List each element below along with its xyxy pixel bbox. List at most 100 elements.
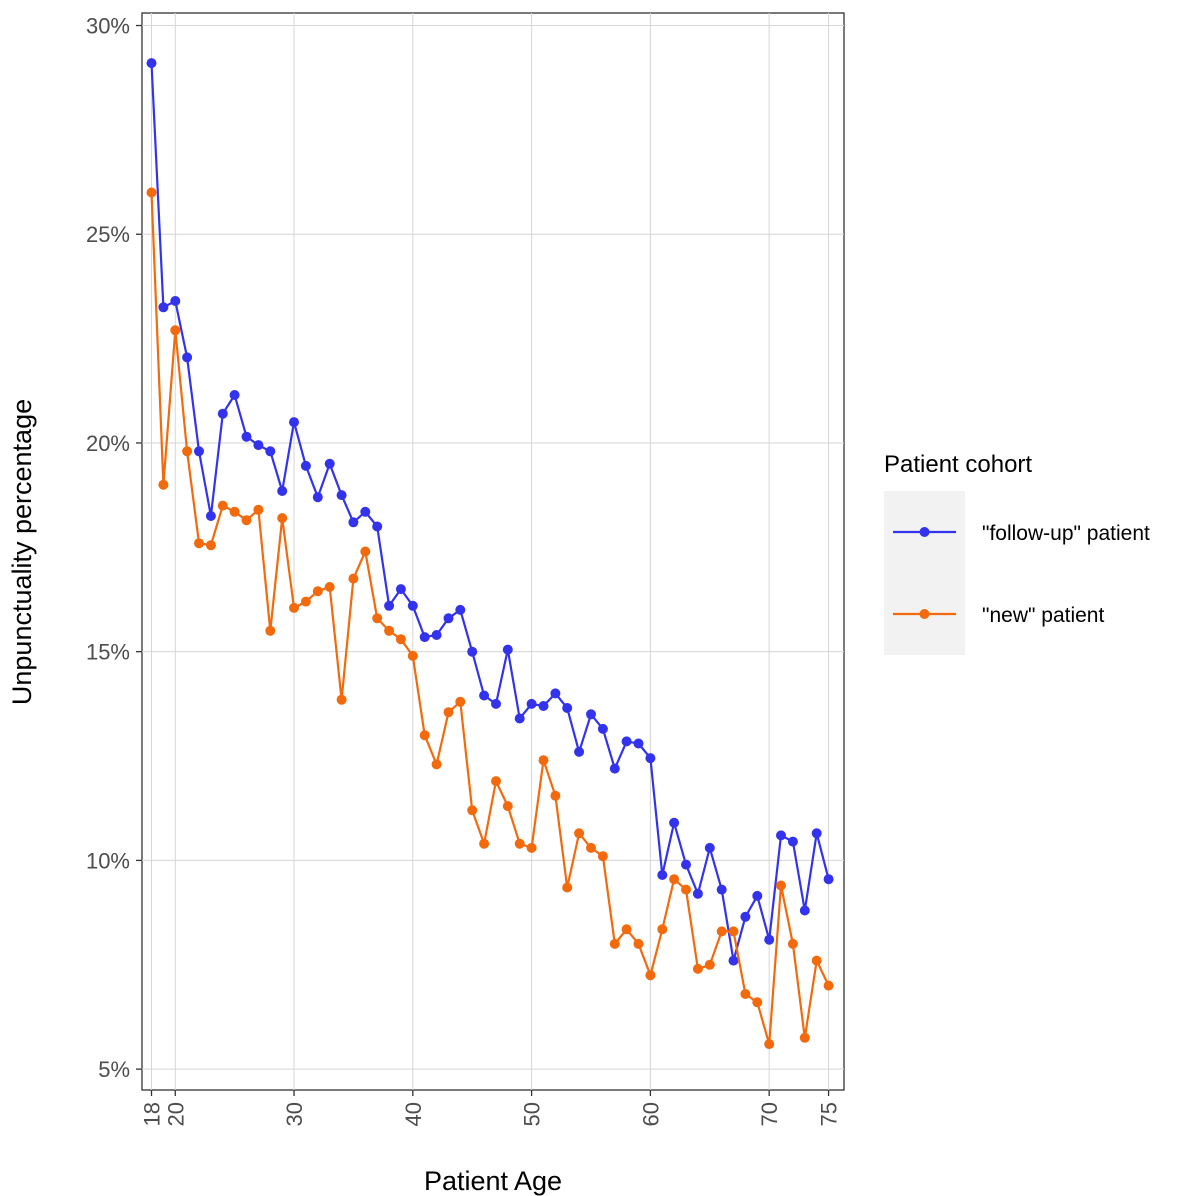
data-point-series-0 [764,934,775,945]
y-tick-label: 15% [86,640,130,665]
data-point-series-0 [182,352,193,363]
data-point-series-0 [502,644,513,655]
data-point-series-1 [158,479,169,490]
data-point-series-0 [514,713,525,724]
data-point-series-0 [324,458,335,469]
data-point-series-1 [419,730,430,741]
data-point-series-1 [384,625,395,636]
data-point-series-0 [597,723,608,734]
data-point-series-0 [692,888,703,899]
data-point-series-1 [538,755,549,766]
data-point-series-0 [740,911,751,922]
data-point-series-1 [170,325,181,336]
data-point-series-0 [562,703,573,713]
data-point-series-1 [728,926,739,937]
data-point-series-0 [419,632,430,643]
data-point-series-1 [669,874,680,885]
data-point-series-1 [360,546,371,557]
grid-lines [142,13,844,1090]
data-point-series-1 [324,582,335,592]
legend-key-point-0 [919,527,930,537]
data-point-series-0 [336,490,347,501]
x-tick-label: 75 [817,1102,842,1126]
data-point-series-1 [443,707,454,718]
data-point-series-0 [586,709,596,720]
data-point-series-1 [431,759,442,770]
data-point-series-1 [348,573,359,584]
data-point-series-0 [728,955,739,966]
data-point-series-0 [550,688,561,699]
data-point-series-1 [562,882,573,893]
data-point-series-1 [704,959,715,970]
data-point-series-1 [526,842,537,853]
data-point-series-1 [764,1039,775,1050]
data-point-series-0 [799,905,810,916]
data-point-series-1 [716,926,727,937]
data-point-series-1 [681,884,691,895]
data-point-series-0 [752,890,763,901]
legend-key-background [884,491,965,655]
data-point-series-0 [277,486,288,496]
legend-key-point-1 [919,609,930,619]
data-point-series-0 [407,600,418,611]
data-point-series-1 [799,1032,810,1043]
y-tick-label: 30% [86,14,130,39]
data-point-series-1 [312,586,323,597]
data-point-series-0 [621,736,632,747]
data-point-series-1 [597,851,608,862]
legend-label-new: "new" patient [982,604,1104,627]
data-point-series-0 [443,613,454,624]
x-axis-title: Patient Age [424,1166,562,1196]
data-point-series-0 [395,584,406,595]
data-point-series-1 [217,500,228,511]
x-tick-label: 30 [282,1102,307,1126]
data-point-series-1 [289,602,299,613]
data-point-series-0 [241,431,252,442]
data-point-series-0 [657,870,668,880]
data-point-series-1 [395,634,406,645]
data-point-series-0 [205,511,216,521]
data-point-series-1 [205,540,216,551]
data-point-series-0 [372,521,383,532]
data-point-series-1 [467,805,478,816]
data-point-series-0 [312,492,323,503]
data-point-series-1 [265,625,276,636]
data-point-series-0 [681,859,691,870]
data-point-series-1 [491,776,501,787]
data-point-series-1 [146,187,157,198]
data-point-series-0 [716,884,727,895]
legend-title: Patient cohort [884,451,1032,478]
data-point-series-1 [574,828,585,839]
data-point-series-0 [170,296,181,306]
plot-panel [141,12,845,1091]
data-point-series-1 [657,924,668,935]
data-point-series-0 [609,763,620,774]
data-point-series-0 [217,408,228,419]
data-point-series-0 [265,446,276,457]
data-point-series-0 [194,446,204,457]
data-point-series-0 [348,517,359,528]
data-point-series-1 [407,650,418,661]
data-point-series-0 [574,746,585,757]
data-point-series-1 [752,997,763,1008]
data-point-series-0 [645,753,656,764]
data-point-series-0 [229,390,240,400]
data-point-series-0 [431,630,442,640]
x-tick-label: 18 [140,1102,165,1126]
data-point-series-0 [158,302,169,313]
data-point-series-0 [491,698,501,709]
data-point-series-1 [502,801,513,812]
data-point-series-1 [455,696,466,707]
data-point-series-1 [621,924,632,935]
y-tick-label: 10% [86,848,130,873]
data-point-series-1 [811,955,822,966]
data-point-series-0 [289,417,299,428]
data-point-series-1 [586,842,596,853]
series-line-1 [150,192,830,1046]
legend-label-follow-up: "follow-up" patient [982,522,1150,545]
data-point-series-1 [514,838,525,849]
data-point-series-0 [787,836,798,847]
data-point-series-1 [787,938,798,949]
legend: Patient cohort "follow-up" patient "new"… [884,451,1150,655]
